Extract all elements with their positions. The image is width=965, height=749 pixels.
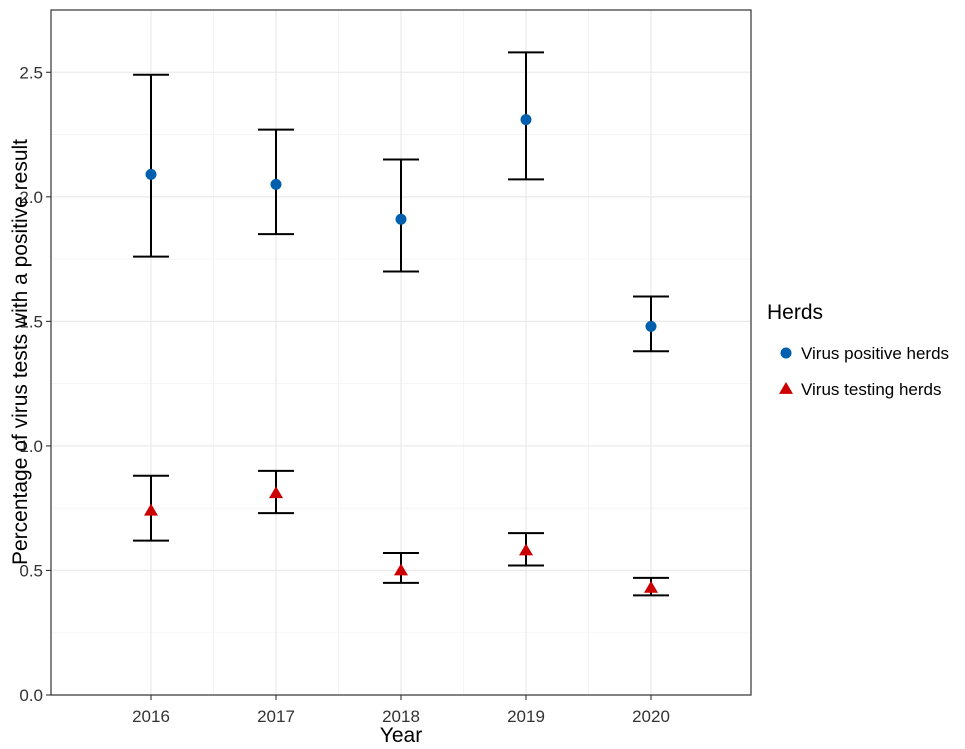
x-axis-title: Year	[380, 724, 422, 747]
x-tick-label: 2017	[257, 707, 295, 726]
y-tick-label: 1.5	[19, 312, 43, 331]
x-axis-ticks: 2016 2017 2018 2019 2020	[132, 695, 670, 726]
x-tick-label: 2018	[382, 707, 420, 726]
y-tick-label: 0.5	[19, 561, 43, 580]
data-point-triangle	[519, 543, 533, 556]
x-tick-label: 2016	[132, 707, 170, 726]
y-axis-ticks: 0.0 0.5 1.0 1.5 2.0 2.5	[19, 63, 51, 705]
y-tick-label: 2.5	[19, 63, 43, 82]
legend-label: Virus positive herds	[801, 344, 949, 363]
data-point-triangle	[144, 503, 158, 516]
data-point-circle	[395, 213, 407, 225]
data-point-triangle	[269, 486, 283, 499]
data-point-triangle	[644, 580, 658, 593]
x-tick-label: 2020	[632, 707, 670, 726]
data-point-circle	[520, 114, 532, 126]
legend-key-triangle	[779, 382, 793, 394]
data-point-circle	[645, 320, 657, 332]
legend-item: Virus testing herds	[779, 380, 941, 399]
data-points	[144, 114, 658, 593]
y-axis-title: Percentage of virus tests with a positiv…	[9, 139, 32, 565]
legend-item: Virus positive herds	[780, 344, 949, 363]
y-tick-label: 2.0	[19, 188, 43, 207]
legend-key-circle	[780, 347, 792, 359]
error-bars	[133, 51, 669, 597]
x-tick-label: 2019	[507, 707, 545, 726]
y-tick-label: 1.0	[19, 437, 43, 456]
data-point-circle	[145, 168, 157, 180]
legend-title: Herds	[767, 301, 823, 324]
legend-label: Virus testing herds	[801, 380, 941, 399]
y-tick-label: 0.0	[19, 686, 43, 705]
data-point-triangle	[394, 563, 408, 576]
legend: Herds Virus positive herds Virus testing …	[767, 301, 949, 399]
data-point-circle	[270, 178, 282, 190]
